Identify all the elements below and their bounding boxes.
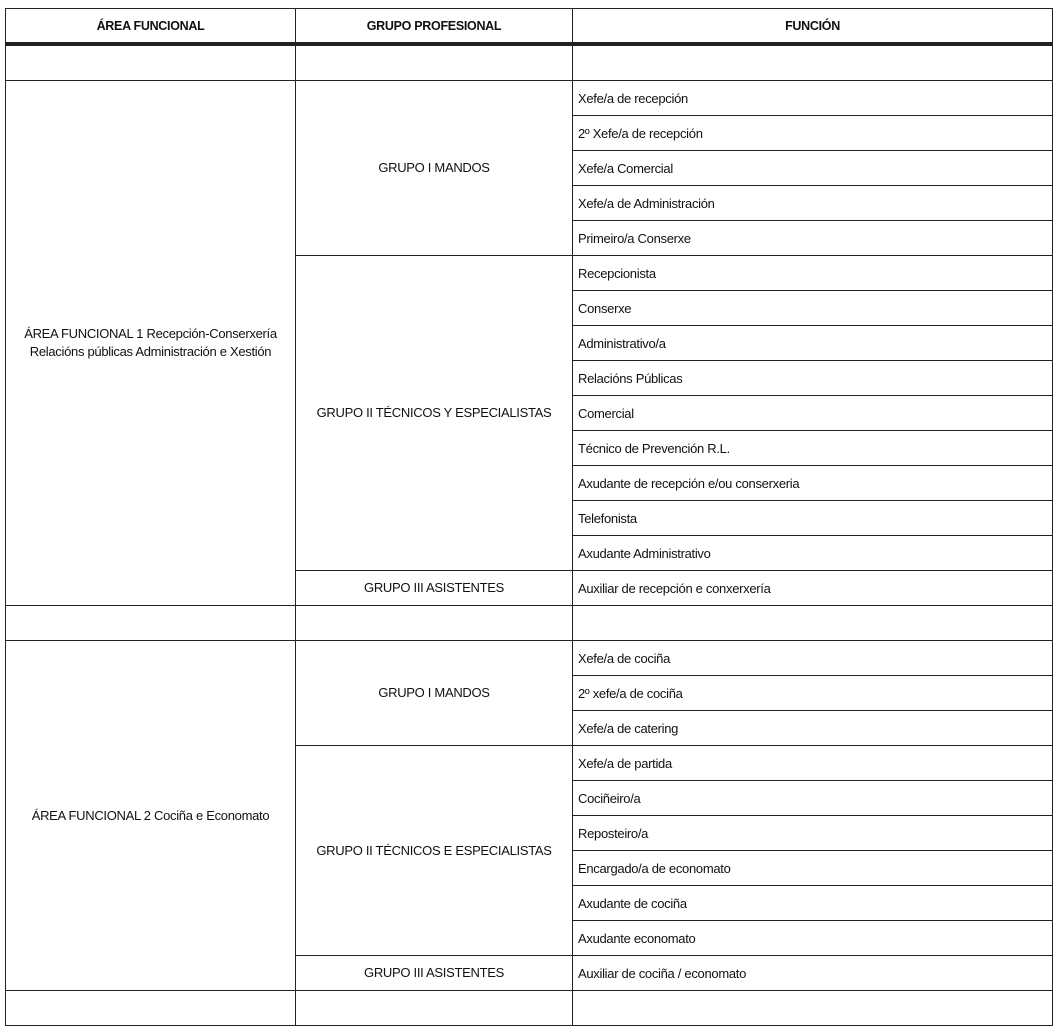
empty-cell — [572, 990, 1053, 1026]
table-row: Axudante economato — [6, 920, 1053, 956]
group-cell: GRUPO III ASISTENTES — [295, 570, 573, 606]
table-row: Axudante Administrativo — [6, 535, 1053, 571]
table-row: Cociñeiro/a — [6, 780, 1053, 816]
table-row: Administrativo/a — [6, 325, 1053, 361]
function-cell: Xefe/a de cociña — [572, 640, 1053, 676]
table-row: Telefonista — [6, 500, 1053, 536]
function-cell: Cociñeiro/a — [572, 780, 1053, 816]
group-cell: GRUPO II TÉCNICOS Y ESPECIALISTAS — [295, 255, 573, 571]
blank-row — [5, 990, 1053, 1026]
group-cell: GRUPO I MANDOS — [295, 80, 573, 256]
function-cell: Encargado/a de economato — [572, 850, 1053, 886]
function-cell: Recepcionista — [572, 255, 1053, 291]
function-cell: Relacións Públicas — [572, 360, 1053, 396]
table-row: Conserxe — [6, 290, 1053, 326]
table-row: GRUPO III ASISTENTES Auxiliar de recepció… — [6, 570, 1053, 606]
function-cell: Xefe/a de partida — [572, 745, 1053, 781]
area-name-line2: Relacións públicas Administración e Xest… — [29, 344, 272, 359]
table-row: ÁREA FUNCIONAL 2 Cociña e Economato GRUPO… — [5, 640, 1053, 991]
function-cell: Auxiliar de recepción e conxerxería — [572, 570, 1053, 606]
blank-row — [5, 605, 1053, 641]
area-cell: ÁREA FUNCIONAL 2 Cociña e Economato — [5, 640, 296, 991]
function-cell: Conserxe — [572, 290, 1053, 326]
group-cell: GRUPO II TÉCNICOS E ESPECIALISTAS — [295, 745, 573, 956]
empty-cell — [572, 43, 1053, 81]
function-cell: Reposteiro/a — [572, 815, 1053, 851]
empty-cell — [572, 605, 1053, 641]
function-cell: Axudante de recepción e/ou conserxeria — [572, 465, 1053, 501]
function-cell: Axudante economato — [572, 920, 1053, 956]
empty-cell — [295, 605, 573, 641]
function-cell: Axudante de cociña — [572, 885, 1053, 921]
function-cell: Técnico de Prevención R.L. — [572, 430, 1053, 466]
function-cell: Axudante Administrativo — [572, 535, 1053, 571]
table-row: Relacións Públicas — [6, 360, 1053, 396]
function-cell: Xefe/a Comercial — [572, 150, 1053, 186]
table-row: Axudante de cociña — [6, 885, 1053, 921]
group-cell: GRUPO III ASISTENTES — [295, 955, 573, 991]
blank-row — [5, 43, 1053, 81]
functional-areas-table: ÁREA FUNCIONAL GRUPO PROFESIONAL FUNCIÓN… — [5, 8, 1053, 1026]
function-cell: Primeiro/a Conserxe — [572, 220, 1053, 256]
function-cell: Comercial — [572, 395, 1053, 431]
empty-cell — [5, 990, 296, 1026]
empty-cell — [295, 990, 573, 1026]
area-name-line1: ÁREA FUNCIONAL 2 Cociña e Economato — [31, 807, 270, 823]
table-row: GRUPO III ASISTENTES Auxiliar de cociña /… — [6, 955, 1053, 991]
table-row: Axudante de recepción e/ou conserxeria — [6, 465, 1053, 501]
function-cell: Xefe/a de Administración — [572, 185, 1053, 221]
table-row: Xefe/a Comercial — [6, 150, 1053, 186]
header-group: GRUPO PROFESIONAL — [295, 8, 573, 46]
table-row: Técnico de Prevención R.L. — [6, 430, 1053, 466]
area-name-line1: ÁREA FUNCIONAL 1 Recepción-Conserxería — [24, 326, 277, 341]
function-cell: Administrativo/a — [572, 325, 1053, 361]
header-function: FUNCIÓN — [572, 8, 1053, 46]
header-area: ÁREA FUNCIONAL — [5, 8, 296, 46]
table-row: Comercial — [6, 395, 1053, 431]
table-row: ÁREA FUNCIONAL 1 Recepción-Conserxería Re… — [5, 80, 1053, 606]
table-row: 2º xefe/a de cociña — [6, 675, 1053, 711]
table-row: GRUPO II TÉCNICOS E ESPECIALISTAS Xefe/a … — [6, 745, 1053, 956]
empty-cell — [295, 43, 573, 81]
table-row: Primeiro/a Conserxe — [6, 220, 1053, 256]
empty-cell — [5, 43, 296, 81]
function-cell: Xefe/a de recepción — [572, 80, 1053, 116]
table-row: GRUPO II TÉCNICOS Y ESPECIALISTAS Recepci… — [6, 255, 1053, 571]
area-cell: ÁREA FUNCIONAL 1 Recepción-Conserxería Re… — [5, 80, 296, 606]
function-cell: Xefe/a de catering — [572, 710, 1053, 746]
header-row: ÁREA FUNCIONAL GRUPO PROFESIONAL FUNCIÓN — [5, 8, 1053, 46]
group-cell: GRUPO I MANDOS — [295, 640, 573, 746]
function-cell: 2º Xefe/a de recepción — [572, 115, 1053, 151]
function-cell: 2º xefe/a de cociña — [572, 675, 1053, 711]
function-cell: Telefonista — [572, 500, 1053, 536]
function-cell: Auxiliar de cociña / economato — [572, 955, 1053, 991]
empty-cell — [5, 605, 296, 641]
table-row: 2º Xefe/a de recepción — [6, 115, 1053, 151]
